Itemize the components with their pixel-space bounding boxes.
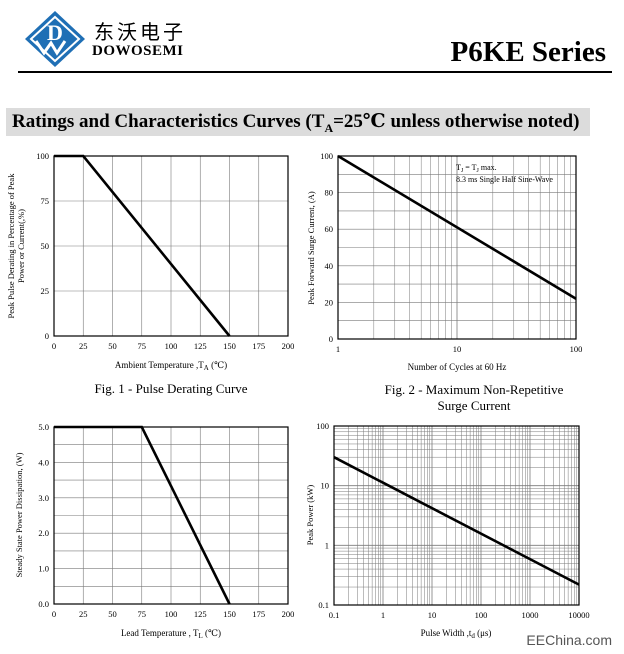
tick-labels: 0 25 50 75 100 125 150 175 200 0.0 1.0 2.0 3.0 4.0 5.0 xyxy=(38,422,294,619)
x-tick-label: 10 xyxy=(453,344,462,354)
company-name-chinese: 东沃电子 xyxy=(94,20,186,44)
y-tick-label: 25 xyxy=(41,286,50,296)
y-axis-label-line1: Peak Pulse Derating in Percentage of Pea… xyxy=(6,173,16,319)
y-tick-label: 50 xyxy=(41,241,50,251)
y-tick-label: 3.0 xyxy=(38,493,49,503)
y-tick-label: 40 xyxy=(325,261,334,271)
logo-letter: D xyxy=(47,20,63,45)
x-tick-label: 125 xyxy=(194,609,207,619)
x-tick-label: 25 xyxy=(79,341,88,351)
y-tick-label: 5.0 xyxy=(38,422,49,432)
series-line xyxy=(337,154,577,300)
y-tick-label: 100 xyxy=(36,151,49,161)
y-tick-label: 1 xyxy=(325,540,329,550)
y-tick-label: 10 xyxy=(321,481,330,491)
x-tick-label: 150 xyxy=(223,341,236,351)
x-tick-label: 50 xyxy=(108,609,117,619)
y-tick-label: 0.1 xyxy=(318,600,329,610)
company-logo-icon: D xyxy=(25,11,85,67)
section-title: Ratings and Characteristics Curves (TA=2… xyxy=(12,110,579,136)
y-axis-label: Steady State Power Dissipation, (W) xyxy=(14,452,24,577)
series xyxy=(333,456,580,586)
x-tick-label: 175 xyxy=(252,609,265,619)
y-axis-label: Peak Forward Surge Current, (A) xyxy=(306,191,316,305)
section-title-tail: =25℃ unless otherwise noted) xyxy=(333,111,580,132)
x-tick-label: 75 xyxy=(138,609,147,619)
x-tick-label: 200 xyxy=(282,341,295,351)
y-tick-label: 60 xyxy=(325,224,334,234)
x-tick-label: 50 xyxy=(108,341,117,351)
x-tick-label: 0 xyxy=(52,609,56,619)
annotation-line1: TJ = TJ max. xyxy=(456,163,497,174)
fig2-caption-line1: Fig. 2 - Maximum Non-Repetitive xyxy=(384,382,564,397)
x-tick-label: 0 xyxy=(52,341,56,351)
y-tick-label: 80 xyxy=(325,188,334,198)
y-tick-label: 1.0 xyxy=(38,564,49,574)
series xyxy=(54,154,231,337)
x-tick-label: 1000 xyxy=(522,610,539,620)
x-axis-label: Pulse Width ,td (μs) xyxy=(421,628,492,640)
chart-surge-current: 1 10 100 0 20 40 60 80 100 TJ = TJ max. 8.3 ms S… xyxy=(306,151,582,372)
y-tick-label: 4.0 xyxy=(38,457,49,467)
y-axis-label-line2: Power or Current(,%) xyxy=(16,209,26,283)
y-tick-label: 100 xyxy=(320,151,333,161)
chart-peak-power: 0.1 1 10 100 1000 10000 0.1 1 10 100 Pulse Width … xyxy=(305,421,590,640)
x-tick-label: 10000 xyxy=(568,610,589,620)
chart-pulse-derating: 0 25 50 75 100 125 150 175 200 0 25 50 75 100 Ambient… xyxy=(6,151,294,372)
tick-labels: 1 10 100 0 20 40 60 80 100 xyxy=(320,151,582,354)
series xyxy=(54,425,231,605)
grid xyxy=(333,425,580,606)
series xyxy=(337,154,577,300)
x-tick-label: 100 xyxy=(165,609,178,619)
y-tick-label: 0.0 xyxy=(38,599,49,609)
x-tick-label: 0.1 xyxy=(329,610,340,620)
plot-frame xyxy=(337,155,577,340)
x-axis-label: Ambient Temperature ,TA (℃) xyxy=(115,360,227,372)
x-tick-label: 100 xyxy=(165,341,178,351)
y-tick-label: 100 xyxy=(316,421,329,431)
y-tick-label: 2.0 xyxy=(38,528,49,538)
section-title-main: Ratings and Characteristics Curves (T xyxy=(12,111,325,132)
y-tick-label: 0 xyxy=(45,331,49,341)
header-divider xyxy=(18,71,612,73)
x-axis-label: Number of Cycles at 60 Hz xyxy=(408,362,507,372)
plot-frame xyxy=(53,155,289,337)
x-tick-label: 175 xyxy=(252,341,265,351)
y-tick-label: 20 xyxy=(325,297,334,307)
x-tick-label: 200 xyxy=(282,609,295,619)
annotation-line2: 8.3 ms Single Half Sine-Wave xyxy=(456,175,553,184)
x-tick-label: 25 xyxy=(79,609,88,619)
series-line xyxy=(54,154,231,337)
y-tick-label: 0 xyxy=(329,334,333,344)
plot-frame xyxy=(333,425,580,606)
company-name-english: DOWOSEMI xyxy=(92,43,184,59)
series-line xyxy=(333,456,580,586)
watermark: EEChina.com xyxy=(526,632,612,648)
fig1-caption: Fig. 1 - Pulse Derating Curve xyxy=(94,381,248,396)
x-axis-label: Lead Temperature , TL (℃) xyxy=(121,628,221,640)
series-line xyxy=(54,425,231,605)
chart-steady-state-power: 0 25 50 75 100 125 150 175 200 0.0 1.0 2.0 3.0 4.0 5.0… xyxy=(14,422,294,640)
section-band xyxy=(6,108,590,136)
y-axis-label: Peak Power (kW) xyxy=(305,485,315,546)
section-title-subscript: A xyxy=(324,120,334,135)
tick-labels: 0.1 1 10 100 1000 10000 0.1 1 10 100 xyxy=(316,421,589,620)
tick-labels: 0 25 50 75 100 125 150 175 200 0 25 50 75 100 xyxy=(36,151,294,351)
grid xyxy=(53,426,289,605)
y-tick-label: 75 xyxy=(41,196,50,206)
x-tick-label: 10 xyxy=(428,610,437,620)
x-tick-label: 75 xyxy=(138,341,147,351)
series-title: P6KE Series xyxy=(450,36,606,68)
x-tick-label: 150 xyxy=(223,609,236,619)
x-tick-label: 125 xyxy=(194,341,207,351)
x-tick-label: 1 xyxy=(336,344,340,354)
plot-frame xyxy=(53,426,289,605)
grid xyxy=(53,155,289,337)
x-tick-label: 100 xyxy=(570,344,583,354)
x-tick-label: 100 xyxy=(475,610,488,620)
fig2-caption-line2: Surge Current xyxy=(437,398,511,413)
x-tick-label: 1 xyxy=(381,610,385,620)
